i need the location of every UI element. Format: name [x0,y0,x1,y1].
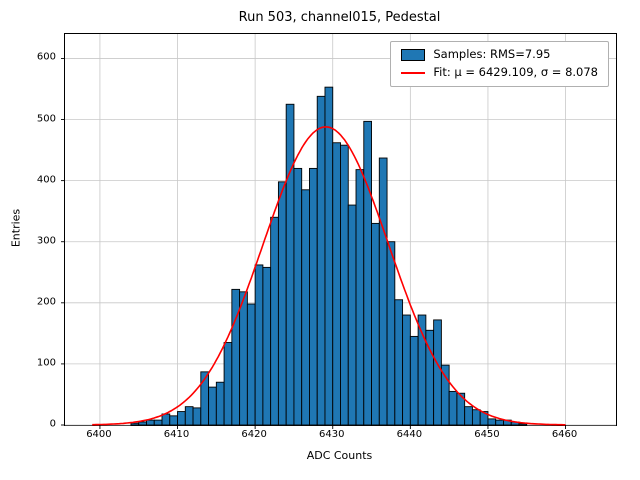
y-tick-label: 300 [36,235,56,247]
x-tick-label: 6440 [396,429,423,440]
y-tick-label: 0 [49,418,56,430]
x-tick-label: 6460 [551,429,578,440]
legend-samples-label: Samples: RMS=7.95 [433,47,551,62]
histogram-swatch-icon [401,49,426,61]
legend-fit-label: Fit: μ = 6429.109, σ = 8.078 [433,65,598,79]
x-tick-label: 6410 [163,429,190,440]
legend-entry-fit: Fit: μ = 6429.109, σ = 8.078 [401,65,598,79]
y-tick-label: 600 [36,51,56,63]
histogram-plot [61,34,616,429]
chart-title: Run 503, channel015, Pedestal [238,10,441,25]
x-tick-label: 6430 [319,429,345,440]
y-tick-label: 100 [36,357,56,369]
x-tick-label: 6400 [86,429,112,440]
legend-entry-samples: Samples: RMS=7.95 [401,49,598,61]
y-tick-label: 200 [36,296,56,308]
x-axis-label: ADC Counts [306,449,373,462]
y-tick-label: 500 [36,113,56,125]
x-tick-label: 6450 [474,429,500,440]
fit-line-swatch-icon [401,71,426,74]
y-tick-label: 400 [36,174,56,186]
x-tick-label: 6420 [241,429,267,440]
legend: Samples: RMS=7.95 Fit: μ = 6429.109, σ =… [390,41,609,87]
plot-area: Samples: RMS=7.95 Fit: μ = 6429.109, σ =… [61,33,617,429]
